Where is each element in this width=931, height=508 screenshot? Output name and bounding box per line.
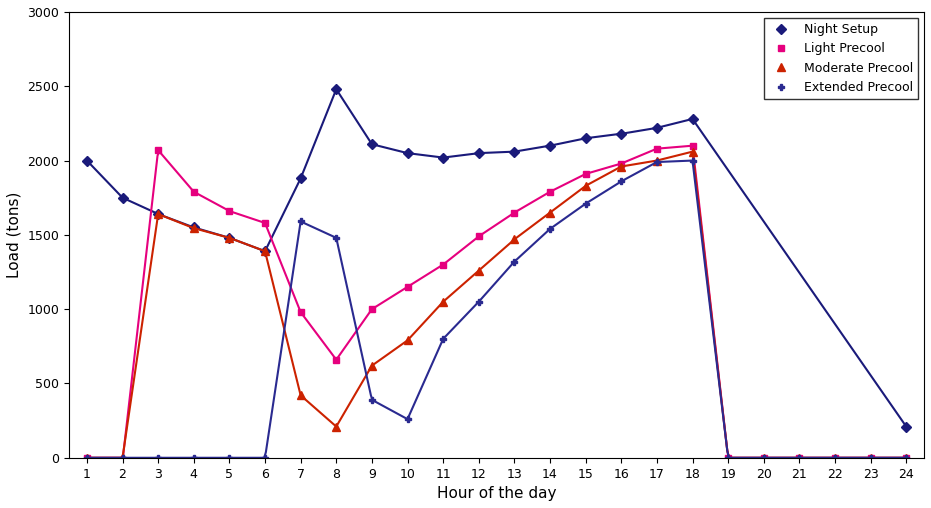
Extended Precool bbox=[580, 201, 591, 207]
Extended Precool bbox=[473, 299, 484, 305]
Light Precool bbox=[260, 220, 271, 226]
Moderate Precool bbox=[865, 455, 876, 461]
Extended Precool bbox=[687, 157, 698, 164]
Night Setup bbox=[580, 135, 591, 141]
Night Setup bbox=[153, 211, 164, 217]
Night Setup bbox=[615, 131, 627, 137]
Extended Precool bbox=[331, 235, 342, 241]
Light Precool bbox=[153, 147, 164, 153]
Light Precool bbox=[580, 171, 591, 177]
Extended Precool bbox=[153, 455, 164, 461]
Light Precool bbox=[223, 208, 235, 214]
Y-axis label: Load (tons): Load (tons) bbox=[7, 192, 22, 278]
Extended Precool bbox=[615, 178, 627, 184]
Extended Precool bbox=[295, 218, 306, 225]
Extended Precool bbox=[260, 455, 271, 461]
Moderate Precool bbox=[331, 424, 342, 430]
Moderate Precool bbox=[188, 225, 199, 231]
Night Setup bbox=[402, 150, 413, 156]
Extended Precool bbox=[652, 159, 663, 165]
Night Setup bbox=[545, 143, 556, 149]
Moderate Precool bbox=[652, 157, 663, 164]
Moderate Precool bbox=[687, 149, 698, 155]
Light Precool bbox=[687, 143, 698, 149]
Light Precool bbox=[188, 188, 199, 195]
Night Setup bbox=[509, 149, 520, 155]
Night Setup bbox=[687, 116, 698, 122]
Moderate Precool bbox=[545, 209, 556, 215]
Night Setup bbox=[295, 175, 306, 181]
Extended Precool bbox=[402, 416, 413, 422]
Moderate Precool bbox=[900, 455, 911, 461]
Moderate Precool bbox=[473, 268, 484, 274]
Light Precool bbox=[652, 146, 663, 152]
Line: Night Setup: Night Setup bbox=[84, 86, 910, 430]
Line: Light Precool: Light Precool bbox=[84, 142, 910, 464]
Line: Extended Precool: Extended Precool bbox=[84, 157, 910, 461]
Night Setup bbox=[81, 157, 92, 164]
Extended Precool bbox=[188, 455, 199, 461]
Moderate Precool bbox=[509, 236, 520, 242]
Moderate Precool bbox=[260, 248, 271, 255]
Light Precool bbox=[366, 306, 377, 312]
Moderate Precool bbox=[366, 363, 377, 369]
Extended Precool bbox=[722, 455, 734, 461]
Extended Precool bbox=[117, 455, 128, 461]
Light Precool bbox=[117, 458, 128, 464]
Extended Precool bbox=[900, 455, 911, 461]
Moderate Precool bbox=[81, 455, 92, 461]
Moderate Precool bbox=[830, 455, 841, 461]
Light Precool bbox=[295, 309, 306, 315]
Light Precool bbox=[830, 455, 841, 461]
Light Precool bbox=[865, 455, 876, 461]
Light Precool bbox=[473, 233, 484, 239]
Extended Precool bbox=[830, 455, 841, 461]
Light Precool bbox=[545, 188, 556, 195]
X-axis label: Hour of the day: Hour of the day bbox=[437, 486, 557, 501]
Moderate Precool bbox=[438, 299, 449, 305]
Night Setup bbox=[117, 195, 128, 201]
Light Precool bbox=[615, 161, 627, 167]
Moderate Precool bbox=[117, 455, 128, 461]
Light Precool bbox=[81, 455, 92, 461]
Extended Precool bbox=[81, 455, 92, 461]
Night Setup bbox=[900, 424, 911, 430]
Night Setup bbox=[473, 150, 484, 156]
Moderate Precool bbox=[153, 211, 164, 217]
Light Precool bbox=[402, 284, 413, 290]
Light Precool bbox=[438, 262, 449, 268]
Night Setup bbox=[223, 235, 235, 241]
Moderate Precool bbox=[295, 392, 306, 398]
Light Precool bbox=[722, 455, 734, 461]
Night Setup bbox=[652, 125, 663, 131]
Moderate Precool bbox=[615, 164, 627, 170]
Moderate Precool bbox=[722, 455, 734, 461]
Light Precool bbox=[758, 455, 769, 461]
Line: Moderate Precool: Moderate Precool bbox=[83, 147, 911, 462]
Night Setup bbox=[438, 154, 449, 161]
Moderate Precool bbox=[402, 337, 413, 343]
Extended Precool bbox=[223, 455, 235, 461]
Extended Precool bbox=[794, 455, 805, 461]
Extended Precool bbox=[509, 259, 520, 265]
Light Precool bbox=[509, 209, 520, 215]
Extended Precool bbox=[545, 226, 556, 232]
Night Setup bbox=[331, 86, 342, 92]
Light Precool bbox=[794, 455, 805, 461]
Moderate Precool bbox=[223, 235, 235, 241]
Night Setup bbox=[260, 248, 271, 255]
Moderate Precool bbox=[580, 183, 591, 189]
Moderate Precool bbox=[758, 455, 769, 461]
Night Setup bbox=[188, 225, 199, 231]
Light Precool bbox=[331, 357, 342, 363]
Night Setup bbox=[366, 141, 377, 147]
Extended Precool bbox=[438, 336, 449, 342]
Legend: Night Setup, Light Precool, Moderate Precool, Extended Precool: Night Setup, Light Precool, Moderate Pre… bbox=[763, 18, 918, 99]
Extended Precool bbox=[366, 397, 377, 403]
Extended Precool bbox=[865, 455, 876, 461]
Light Precool bbox=[900, 455, 911, 461]
Extended Precool bbox=[758, 455, 769, 461]
Moderate Precool bbox=[794, 455, 805, 461]
